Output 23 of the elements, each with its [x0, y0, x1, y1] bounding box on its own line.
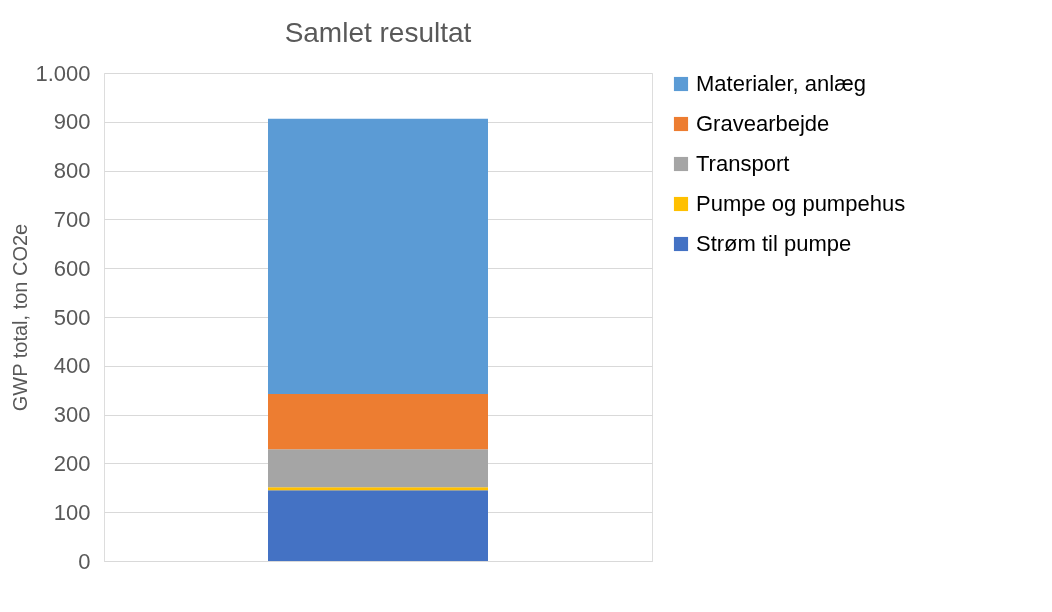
bar: [268, 394, 488, 450]
y-tick-label: 600: [53, 255, 91, 281]
y-tick-label: 500: [53, 304, 91, 330]
y-tick-label: 800: [53, 158, 91, 184]
bar: [268, 490, 488, 561]
y-tick-label: 0: [78, 548, 91, 574]
y-tick-label: 700: [53, 206, 91, 232]
legend-label: Transport: [696, 151, 790, 176]
bar: [268, 487, 488, 491]
legend-label: Gravearbejde: [696, 111, 830, 136]
bar: [268, 449, 488, 488]
y-tick-label: 100: [53, 499, 91, 525]
chart-title: Samlet resultat: [284, 17, 472, 48]
legend-label: Pumpe og pumpehus: [696, 191, 906, 216]
bar: [268, 118, 488, 395]
y-tick-label: 900: [53, 109, 91, 135]
legend-label: Strøm til pumpe: [696, 231, 852, 256]
y-tick-label: 1.000: [35, 60, 91, 86]
y-tick-label: 200: [53, 450, 91, 476]
y-tick-label: 300: [53, 402, 91, 428]
legend-label: Materialer, anlæg: [696, 71, 866, 96]
y-axis-title: GWP total, ton CO2e: [9, 223, 32, 412]
y-tick-label: 400: [53, 353, 91, 379]
